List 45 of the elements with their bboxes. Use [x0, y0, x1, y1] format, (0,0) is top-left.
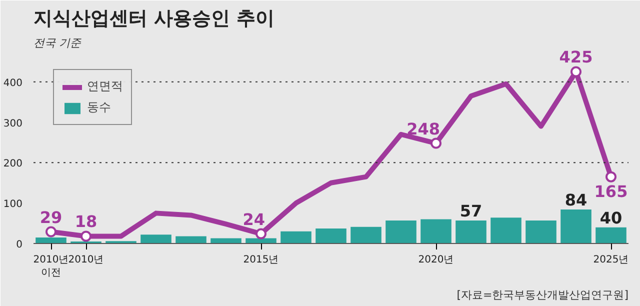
bar [280, 231, 312, 244]
bar [526, 220, 556, 244]
data-label: 24 [242, 210, 265, 229]
bar [246, 238, 276, 244]
bar [596, 227, 626, 244]
bar [420, 219, 452, 244]
point [606, 171, 616, 182]
data-label: 18 [74, 212, 98, 232]
x-tick-label: 2020년 [418, 254, 454, 266]
data-label: 165 [594, 182, 628, 201]
data-label: 40 [600, 208, 622, 228]
bar [456, 220, 486, 244]
x-tick-label: 2015년 [243, 254, 279, 266]
data-label: 248 [406, 119, 440, 138]
text: [자료=한국부동산개발산업연구원] [456, 288, 629, 302]
x-tick-label: 2010년 [68, 254, 104, 266]
chart-subtitle: 전국 기준 [34, 36, 82, 50]
point [46, 226, 56, 238]
bar [210, 238, 242, 244]
bar [560, 210, 592, 244]
legend-label: 동수 [87, 99, 111, 116]
point [570, 66, 582, 78]
data-label: 57 [460, 201, 482, 220]
chart-title: 지식산업센터 사용승인 추이 [34, 8, 275, 30]
bar [140, 234, 172, 244]
bar [490, 218, 522, 244]
point [80, 230, 92, 242]
bar [316, 228, 346, 244]
y-tick-label: 400 [3, 78, 23, 89]
data-label: 29 [40, 208, 62, 227]
y-tick-label: 0 [16, 240, 23, 250]
y-tick-label: 100 [3, 199, 23, 210]
bar [176, 236, 206, 244]
bar [36, 237, 66, 244]
bar [386, 220, 416, 244]
y-tick-label: 200 [3, 158, 23, 170]
data-label: 425 [559, 48, 593, 67]
x-tick-label: 2025년 [593, 254, 629, 266]
point [256, 228, 266, 240]
legend-label: 연면적 [87, 78, 123, 95]
y-tick-label: 300 [3, 118, 23, 130]
bar [350, 226, 382, 244]
data-label: 84 [564, 190, 588, 210]
x-tick-label: 2010년 이전 [33, 254, 69, 279]
point [430, 138, 442, 149]
